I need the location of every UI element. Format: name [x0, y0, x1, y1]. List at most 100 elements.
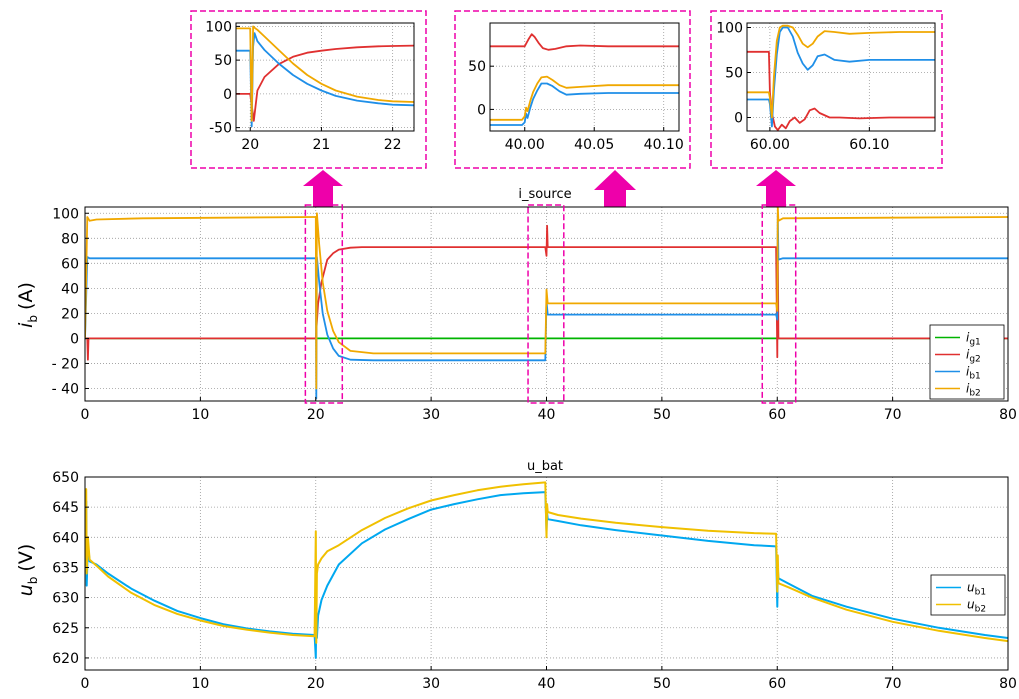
y-tick-label: 0	[477, 102, 486, 118]
inset-plot-40s: 40.00 40.05 40.10 50 0	[468, 22, 684, 153]
y-tick-label: 0	[734, 111, 743, 127]
x-tick-label: 70	[884, 676, 902, 692]
y-tick-label: 100	[52, 206, 79, 222]
y-axis-label-u: ub (V)	[15, 544, 40, 597]
y-tick-label: 645	[52, 500, 79, 516]
inset-plot-20s: 20 21 22 100 50 0 -50	[205, 19, 415, 153]
legend-entry: ib1	[966, 365, 981, 382]
series-line-i-b2	[236, 25, 414, 122]
x-tick-label: 40	[538, 407, 556, 423]
series-line-i-b2	[490, 75, 679, 121]
y-axis-label-i-main: i	[15, 322, 37, 328]
y-tick-label: 50	[214, 53, 232, 69]
plot-frame	[746, 22, 936, 132]
series-line-i-g2	[490, 33, 679, 51]
x-tick-label: 40.00	[505, 137, 545, 153]
series-group	[747, 24, 935, 131]
plot-title-u-bat: u_bat	[527, 459, 563, 474]
y-tick-label: 650	[52, 470, 79, 486]
plot-area	[490, 23, 679, 131]
y-axis-label-u-main: u	[15, 584, 37, 596]
x-tick-label: 60	[768, 676, 786, 692]
legend-entry: ub2	[967, 598, 986, 615]
legend-box	[930, 574, 1006, 616]
series-group	[236, 25, 414, 128]
inset-frame-3	[710, 10, 943, 169]
x-tick-label: 0	[81, 676, 90, 692]
zoom-box-3	[761, 204, 797, 404]
x-tick-label: 40	[538, 676, 556, 692]
plot-title-i-source: i_source	[518, 187, 571, 202]
x-tick-label: 40.05	[574, 137, 614, 153]
y-tick-label: 640	[52, 530, 79, 546]
series-line-i-b1	[85, 212, 1008, 400]
legend-entry: ib2	[966, 382, 981, 399]
y-tick-label: 60	[61, 256, 79, 272]
inset-frame-1	[190, 10, 427, 169]
svg-text:ub(V): ub (V)	[15, 544, 40, 597]
x-tick-label: 60.00	[750, 137, 790, 153]
y-axis-label-i: ib (A)	[15, 282, 40, 328]
series-line-i-b2	[747, 24, 935, 119]
y-tick-label: 635	[52, 560, 79, 576]
legend-entry: ig2	[966, 348, 981, 365]
y-tick-label: 40	[61, 281, 79, 297]
series-group	[490, 33, 679, 126]
plot-area	[236, 23, 414, 131]
plot-i-source: 0 10 20 30 40 50 60 70 80 100 80 60 40 20 0 - 20 - 40	[52, 204, 1017, 423]
x-tick-label: 40.10	[644, 137, 684, 153]
series-line-i-b2	[85, 207, 1008, 390]
zoom-box-1	[304, 204, 344, 404]
arrow-up-right	[756, 170, 796, 208]
y-tick-label: 620	[52, 651, 79, 667]
y-tick-label: 100	[716, 21, 743, 37]
y-axis-label-u-unit: (V)	[15, 544, 37, 572]
x-tick-label: 20	[241, 137, 259, 153]
y-tick-label: - 20	[52, 356, 79, 372]
y-axis-label-i-sub: b	[26, 315, 40, 323]
series-line-u-b2	[85, 481, 1008, 644]
y-tick-label: 20	[61, 306, 79, 322]
series-group	[85, 481, 1008, 659]
y-tick-label: 80	[61, 231, 79, 247]
series-line-i-g2	[236, 44, 414, 122]
x-tick-label: 21	[313, 137, 331, 153]
y-tick-label: 50	[468, 59, 486, 75]
x-tick-label: 10	[191, 676, 209, 692]
x-tick-label: 70	[884, 407, 902, 423]
x-tick-label: 80	[999, 676, 1017, 692]
x-tick-label: 30	[422, 407, 440, 423]
legend-entry: ig1	[966, 331, 981, 348]
x-tick-label: 50	[653, 676, 671, 692]
y-tick-label: 625	[52, 621, 79, 637]
legend-entry: ub1	[967, 581, 986, 598]
x-tick-label: 20	[307, 676, 325, 692]
plot-frame	[489, 22, 680, 132]
y-tick-label: -50	[209, 121, 232, 137]
y-axis-label-u-sub: b	[26, 577, 40, 585]
x-tick-label: 60.10	[849, 137, 889, 153]
x-tick-label: 30	[422, 676, 440, 692]
y-tick-label: 100	[205, 19, 232, 35]
y-tick-label: 0	[70, 331, 79, 347]
x-tick-label: 60	[768, 407, 786, 423]
series-line-i-b1	[490, 82, 679, 126]
x-tick-label: 10	[191, 407, 209, 423]
x-tick-label: 0	[81, 407, 90, 423]
arrow-up-left	[303, 170, 343, 208]
y-tick-label: 0	[223, 87, 232, 103]
y-tick-label: - 40	[52, 381, 79, 397]
inset-plot-60s: 60.00 60.10 100 50 0	[716, 21, 936, 153]
x-tick-label: 20	[307, 407, 325, 423]
x-tick-label: 80	[999, 407, 1017, 423]
svg-text:ib(A): ib (A)	[15, 282, 40, 328]
plot-frame	[235, 22, 415, 132]
x-tick-label: 22	[384, 137, 402, 153]
y-axis-label-i-unit: (A)	[15, 282, 37, 310]
y-tick-label: 50	[725, 66, 743, 82]
inset-frame-2	[454, 10, 691, 169]
y-tick-label: 630	[52, 591, 79, 607]
